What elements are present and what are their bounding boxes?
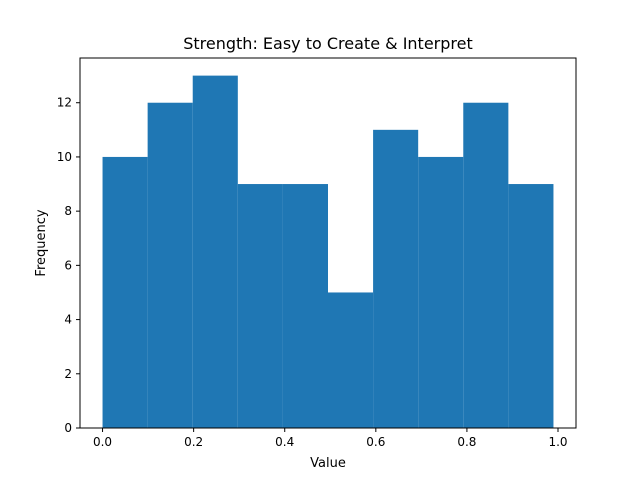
histogram-bar [192,75,238,428]
plot-frame [79,57,577,429]
y-axis-ticks: 0 2 4 6 8 10 12 [57,96,80,435]
x-tick-label: 0.4 [275,435,294,449]
y-tick-label: 8 [64,204,72,218]
histogram-bar [282,184,328,428]
histogram-bar [373,129,419,429]
histogram-bar [147,102,193,428]
y-axis-label: Frequency [34,209,49,276]
x-tick-label: 1.0 [548,435,567,449]
y-tick-label: 10 [57,150,72,164]
histogram-bar [237,184,283,428]
histogram-bar [508,184,554,428]
y-tick-label: 6 [64,258,72,272]
histogram-bar [418,156,464,428]
bars-group [102,75,554,429]
y-tick-label: 2 [64,367,72,381]
chart-title: Strength: Easy to Create & Interpret [183,34,473,53]
x-tick-label: 0.6 [366,435,385,449]
histogram-bar [102,156,148,428]
x-tick-label: 0.2 [184,435,203,449]
x-axis-label: Value [310,456,346,471]
y-tick-label: 0 [64,421,72,435]
x-axis-ticks: 0.0 0.2 0.4 0.6 0.8 1.0 [93,428,568,449]
x-tick-label: 0.8 [457,435,476,449]
x-tick-label: 0.0 [93,435,112,449]
y-tick-label: 4 [64,313,72,327]
histogram-bar [328,292,374,428]
y-tick-label: 12 [57,96,72,110]
histogram-bar [463,102,509,428]
